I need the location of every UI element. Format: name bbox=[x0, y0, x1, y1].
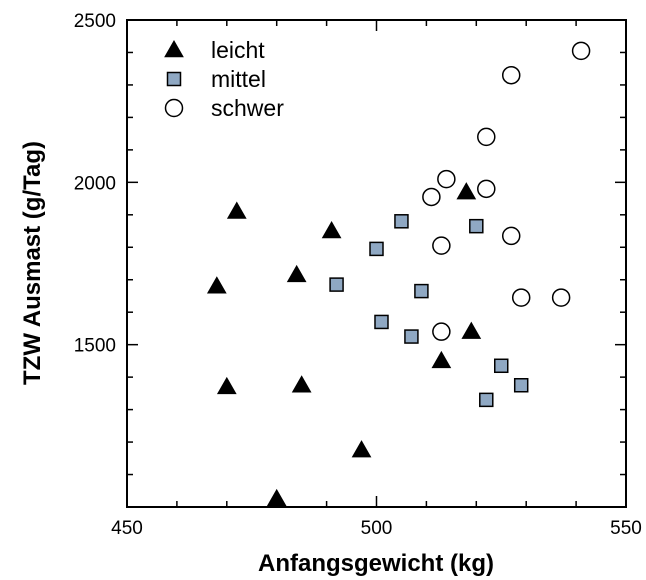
legend-label-mittel: mittel bbox=[211, 66, 266, 92]
y-tick-label: 2500 bbox=[74, 11, 116, 32]
data-point-schwer bbox=[511, 288, 531, 307]
data-point-schwer bbox=[501, 226, 521, 246]
data-point-leicht bbox=[226, 201, 247, 219]
y-axis-title: TZW Ausmast (g/Tag) bbox=[19, 141, 46, 385]
data-point-mittel bbox=[494, 358, 509, 374]
data-point-leicht bbox=[456, 182, 477, 200]
data-point-leicht bbox=[286, 264, 307, 283]
legend-marker-schwer bbox=[164, 98, 184, 118]
data-point-leicht bbox=[461, 321, 482, 339]
data-point-schwer bbox=[571, 41, 591, 61]
data-point-mittel bbox=[469, 218, 484, 234]
x-tick-label: 500 bbox=[361, 518, 393, 539]
data-point-schwer bbox=[422, 187, 441, 207]
data-point-schwer bbox=[437, 169, 456, 189]
legend-marker-leicht bbox=[164, 39, 184, 58]
x-tick-label: 450 bbox=[111, 518, 143, 539]
data-point-mittel bbox=[513, 378, 529, 393]
data-point-schwer bbox=[477, 127, 496, 147]
data-point-mittel bbox=[404, 329, 419, 344]
data-point-leicht bbox=[431, 350, 452, 369]
data-point-mittel bbox=[479, 392, 494, 408]
legend: leicht mittel schwer bbox=[164, 37, 284, 121]
legend-label-leicht: leicht bbox=[211, 37, 265, 63]
data-point-leicht bbox=[291, 375, 312, 393]
data-point-leicht bbox=[266, 488, 287, 507]
axis-ticks bbox=[126, 19, 627, 508]
axis-tick-labels: 450 500 550 1500 2000 2500 bbox=[74, 11, 642, 539]
legend-label-schwer: schwer bbox=[211, 95, 284, 121]
x-axis-title: Anfangsgewicht (kg) bbox=[258, 550, 494, 577]
data-point-schwer bbox=[477, 179, 496, 199]
data-point-schwer bbox=[551, 288, 571, 307]
data-points bbox=[206, 41, 591, 507]
data-point-leicht bbox=[206, 276, 227, 294]
data-point-mittel bbox=[394, 214, 409, 229]
x-tick-label: 550 bbox=[610, 518, 642, 539]
y-tick-label: 2000 bbox=[74, 173, 116, 194]
data-point-leicht bbox=[321, 221, 342, 239]
data-point-mittel bbox=[414, 283, 429, 299]
data-point-schwer bbox=[432, 236, 451, 255]
data-point-schwer bbox=[501, 65, 521, 85]
data-point-mittel bbox=[374, 314, 389, 330]
data-point-leicht bbox=[351, 440, 372, 458]
data-point-leicht bbox=[216, 376, 237, 395]
plot-frame bbox=[126, 19, 627, 508]
data-point-schwer bbox=[432, 322, 451, 341]
y-tick-label: 1500 bbox=[74, 336, 116, 357]
legend-marker-mittel bbox=[166, 71, 182, 87]
data-point-mittel bbox=[329, 277, 344, 292]
data-point-mittel bbox=[369, 241, 384, 257]
